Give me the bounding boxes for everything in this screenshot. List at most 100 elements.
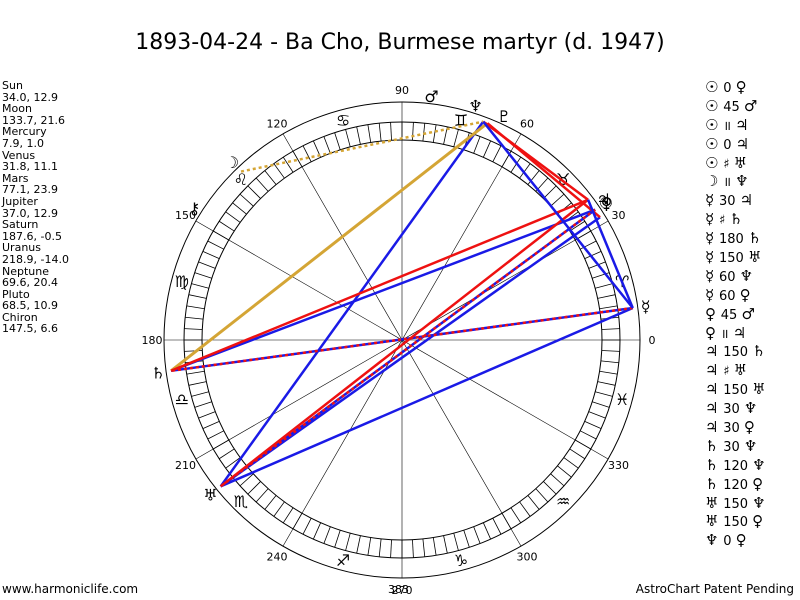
aspect-planet-glyph: ☉: [705, 134, 724, 153]
aspect-planet-glyph: ♄: [705, 474, 724, 493]
degree-tick: [527, 170, 540, 185]
aspect-planet-glyph: ♀: [752, 512, 764, 531]
aspect-planet-glyph: ♃: [705, 399, 724, 418]
aspect-row: ☿ 30 ♃: [705, 191, 766, 210]
neptune-glyph-icon: ♆: [468, 96, 482, 115]
aspect-angle: 60: [718, 288, 740, 304]
degree-label: 90: [395, 84, 409, 97]
degree-tick: [453, 533, 459, 551]
degree-tick: [569, 220, 586, 232]
aspect-angle: 0: [723, 81, 736, 96]
degree-tick: [188, 294, 207, 299]
aspect-line: [219, 120, 485, 488]
degree-tick: [443, 126, 448, 145]
aspect-planet-glyph: ☿: [705, 285, 719, 304]
aspect-angle: 45: [720, 307, 742, 323]
planet-name: Sun: [2, 79, 23, 92]
aspect-angle: ♯: [723, 156, 734, 172]
jupiter-glyph-icon: ♃: [596, 190, 610, 209]
degree-tick: [463, 530, 470, 548]
degree-tick: [550, 473, 565, 487]
planet-glyphs: ☉ ☽ ☿ ♀ ♂ ♃ ♄ ♅ ♆ ♇ ⚷: [151, 87, 651, 505]
degree-tick: [599, 305, 618, 310]
aspect-planet-glyph: ☉: [705, 153, 724, 172]
degree-label: 150: [175, 209, 196, 222]
aspect-row: ♀ 45 ♂: [705, 305, 766, 324]
aspect-planet-glyph: ☉: [705, 115, 724, 134]
aspect-planet-glyph: ☉: [705, 96, 724, 115]
aspect-planet-glyph: ♄: [729, 210, 743, 229]
aspect-planet-glyph: ☽: [705, 172, 724, 191]
aspect-row: ☿ 180 ♄: [705, 229, 766, 248]
degree-tick: [432, 537, 437, 556]
aspect-row: ♄ 120 ♆: [705, 456, 766, 475]
saturn-glyph-icon: ♄: [151, 364, 165, 383]
moon-glyph-icon: ☽: [225, 153, 239, 172]
degree-tick: [312, 522, 322, 540]
footer-number: 383: [388, 583, 409, 596]
planet-name: Jupiter: [2, 194, 38, 208]
footer-website[interactable]: www.harmoniclife.com: [2, 582, 139, 596]
aspect-planet-glyph: ♄: [705, 455, 724, 474]
degree-tick: [184, 350, 203, 352]
aspect-planet-glyph: ♆: [735, 172, 749, 191]
degree-tick: [255, 488, 269, 503]
zodiac-sign-icon: ♋: [336, 111, 350, 130]
degree-tick: [367, 537, 372, 556]
degree-tick: [595, 391, 613, 397]
degree-tick: [378, 538, 382, 557]
degree-tick: [356, 126, 361, 145]
aspect-angle: 150: [723, 345, 753, 361]
aspect-row: ♃ 30 ♀: [705, 418, 766, 437]
aspect-angle: 30: [723, 421, 744, 437]
aspect-planet-glyph: ♀: [735, 78, 747, 96]
degree-tick: [247, 185, 261, 199]
degree-tick: [597, 381, 616, 386]
aspect-row: ☉ ♯ ♅: [705, 154, 766, 173]
footer-credit: AstroChart Patent Pending: [635, 582, 794, 596]
aspect-planet-glyph: ♆: [752, 493, 766, 512]
aspect-planet-glyph: ♅: [733, 153, 748, 172]
degree-tick: [390, 539, 392, 558]
aspect-row: ☉ 0 ♃: [705, 135, 766, 154]
aspect-planet-glyph: ♆: [739, 266, 754, 285]
zodiac-sign-icon: ♏: [234, 492, 248, 511]
aspect-planet-glyph: ♀: [735, 531, 747, 550]
zodiac-sign-icon: ♌: [234, 170, 248, 189]
planet-coords: 69.6, 20.4: [2, 276, 58, 290]
degree-tick: [492, 518, 502, 535]
aspect-angle: ॥: [723, 175, 736, 191]
zodiac-sign-icon: ♒: [556, 492, 570, 511]
degree-tick: [510, 507, 522, 524]
degree-tick: [198, 261, 216, 269]
zodiac-sign-icon: ♑: [454, 551, 468, 570]
degree-labels: 0 30 60 90 120 150 180 210 240 270 300 330: [142, 84, 656, 597]
degree-label: 300: [517, 551, 538, 564]
aspect-row: ♀ ॥ ♃: [705, 324, 766, 343]
degree-tick: [273, 163, 285, 179]
degree-tick: [202, 250, 220, 260]
aspect-angle: 30: [718, 194, 740, 210]
aspect-planet-glyph: ♀: [705, 304, 721, 323]
degree-tick: [557, 465, 572, 478]
aspect-list: ☉ 0 ♀ ☉ 45 ♂ ☉ ॥ ♃ ☉ 0 ♃ ☉ ♯ ♅ ☽ ॥ ♆ ☿ 3…: [705, 78, 766, 550]
chart-title: 1893-04-24 - Ba Cho, Burmese martyr (d. …: [135, 30, 665, 55]
mars-glyph-icon: ♂: [424, 87, 438, 106]
aspect-planet-glyph: ☿: [705, 229, 719, 248]
degree-label: 0: [649, 334, 656, 347]
degree-tick: [412, 539, 414, 558]
aspect-angle: 150: [723, 496, 753, 512]
aspect-angle: 150: [723, 383, 753, 399]
aspect-angle: 45: [723, 99, 744, 115]
degree-tick: [600, 360, 619, 364]
degree-tick: [323, 136, 331, 154]
planet-coords: 34.0, 12.9: [2, 90, 58, 104]
aspect-lines: [170, 120, 634, 488]
degree-tick: [194, 401, 212, 408]
aspect-planet-glyph: ♃: [705, 418, 724, 437]
planet-coords: 77.1, 23.9: [2, 183, 58, 197]
aspect-planet-glyph: ♄: [747, 229, 762, 248]
aspect-angle: 0: [723, 137, 736, 153]
degree-tick: [422, 538, 426, 557]
